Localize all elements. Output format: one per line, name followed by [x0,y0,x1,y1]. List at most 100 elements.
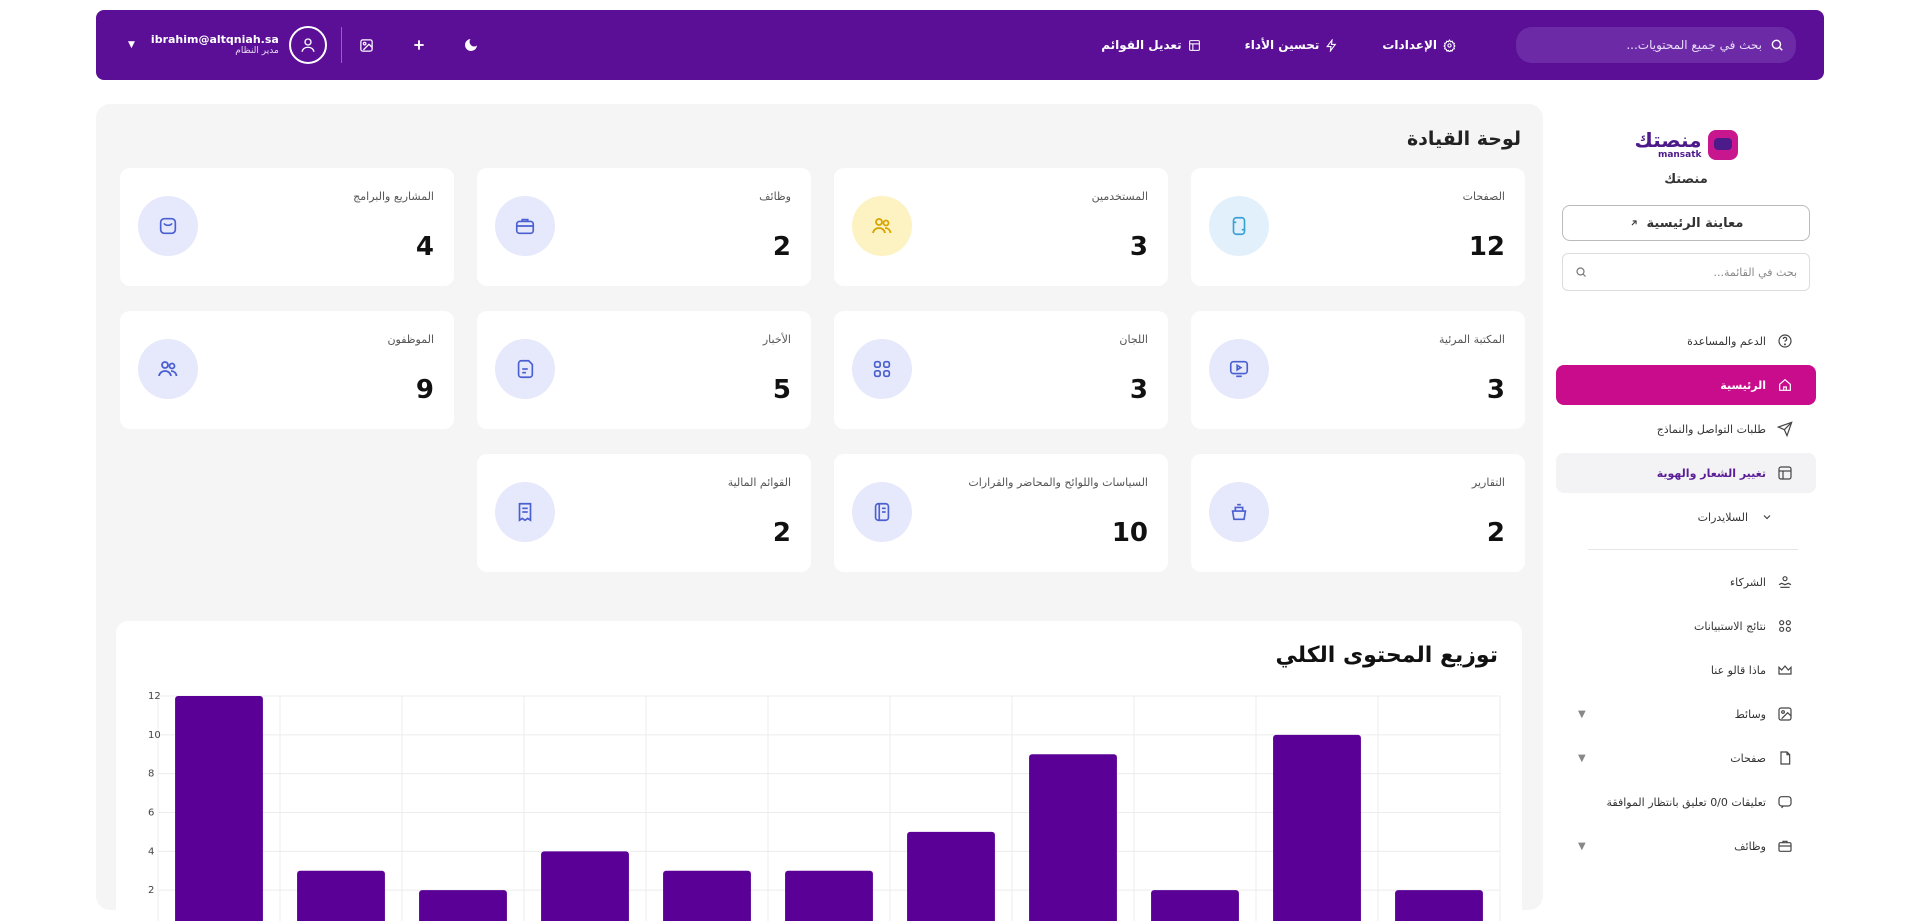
stat-value: 2 [772,232,791,262]
stat-label: السياسات واللوائح والمحاضر والقرارات [968,476,1148,489]
top-bar: بحث في جميع المحتويات... الإعدادات تحسين… [96,10,1824,80]
header-tools [356,34,482,56]
logo-text: منصتك [1634,128,1702,152]
user-icon [301,38,315,52]
y-tick-label: 8 [148,769,154,780]
chart-bar[interactable] [1395,890,1483,921]
chart-bar[interactable] [663,870,751,921]
sidebar-item-jobs[interactable]: وظائف ▼ [1556,826,1816,866]
nav-settings[interactable]: الإعدادات [1382,38,1456,52]
stat-value: 5 [772,375,791,405]
stat-card-committees[interactable]: اللجان 3 [834,311,1168,429]
stat-card-employees[interactable]: الموظفون 9 [120,311,454,429]
receipt-icon [495,482,555,542]
caret-down-icon[interactable]: ▼ [1578,752,1586,764]
handshake-icon [1776,573,1794,591]
stat-value: 9 [415,375,434,405]
home-icon [1776,376,1794,394]
stat-card-jobs[interactable]: وظائف 2 [477,168,811,286]
sidebar-item-comments[interactable]: تعليقات 0/0 تعليق بانتظار الموافقة [1556,782,1816,822]
sidebar-item-label: نتائج الاستبيانات [1693,619,1766,633]
lightning-icon [1326,38,1337,52]
chart-bar[interactable] [1273,734,1361,921]
bar-chart: 2 4 6 8 10 12 [148,691,1501,921]
chart-bar[interactable] [419,890,507,921]
sidebar-item-partners[interactable]: الشركاء [1556,562,1816,602]
sidebar-item-contact-requests[interactable]: طلبات التواصل والنماذج [1556,409,1816,449]
user-role: مدير النظام [235,46,279,57]
sidebar-item-sliders[interactable]: السلايدرات [1556,497,1816,537]
chart-bar[interactable] [907,831,995,921]
chart-bar[interactable] [1151,890,1239,921]
book-icon [852,482,912,542]
stat-label: المستخدمين [1091,190,1148,203]
sidebar-item-label: طلبات التواصل والنماذج [1656,422,1766,436]
y-tick-label: 2 [148,885,154,896]
user-menu[interactable]: ▼ ibrahim@altqniah.sa مدير النظام [128,26,327,64]
pot-icon [1209,482,1269,542]
briefcase-icon [495,196,555,256]
people-icon [138,339,198,399]
add-button[interactable] [408,34,430,56]
user-email: ibrahim@altqniah.sa [150,32,279,46]
stat-card-financial-statements[interactable]: القوائم المالية 2 [477,454,811,572]
stat-card-news[interactable]: الأخبار 5 [477,311,811,429]
sidebar-item-survey-results[interactable]: نتائج الاستبيانات [1556,606,1816,646]
stat-card-projects[interactable]: المشاريع والبرامج 4 [120,168,454,286]
sidebar-item-label: ماذا قالو عنا [1710,663,1766,677]
stat-card-users[interactable]: المستخدمين 3 [834,168,1168,286]
sidebar-menu: الدعم والمساعدة الرئيسية طلبات التواصل و… [1548,321,1824,866]
chart-bar[interactable] [297,870,385,921]
nav-performance-label: تحسين الأداء [1244,38,1320,52]
image-icon [360,38,374,52]
grid-icon [1776,617,1794,635]
stat-label: التقارير [1471,476,1505,489]
global-search[interactable]: بحث في جميع المحتويات... [1516,27,1796,63]
menu-search-input[interactable]: بحث في القائمة... [1562,253,1810,291]
stat-card-policies[interactable]: السياسات واللوائح والمحاضر والقرارات 10 [834,454,1168,572]
stat-card-reports[interactable]: التقارير 2 [1191,454,1525,572]
dark-mode-toggle[interactable] [460,34,482,56]
sidebar-item-label: الدعم والمساعدة [1687,334,1766,348]
crown-icon [1776,661,1794,679]
chart-bar[interactable] [541,851,629,921]
stat-value: 3 [1129,232,1148,262]
stat-value: 4 [415,232,434,262]
search-icon [1771,39,1783,51]
sidebar-item-label: وظائف [1734,839,1766,853]
sidebar-item-branding[interactable]: تغيير الشعار والهوية [1556,453,1816,493]
chart-bar[interactable] [785,870,873,921]
apps-icon [852,339,912,399]
users-icon [852,196,912,256]
y-tick-label: 10 [148,730,161,741]
logo[interactable]: منصتك mansatk [1548,130,1824,160]
preview-home-button[interactable]: معاينة الرئيسية [1562,205,1810,241]
media-button[interactable] [356,34,378,56]
nav-performance[interactable]: تحسين الأداء [1245,38,1339,52]
y-tick-label: 6 [148,808,154,819]
stat-value: 12 [1468,232,1505,262]
plus-icon [414,40,424,50]
caret-down-icon[interactable]: ▼ [1578,840,1586,852]
sidebar-item-pages[interactable]: صفحات ▼ [1556,738,1816,778]
stat-card-video-library[interactable]: المكتبة المرئية 3 [1191,311,1525,429]
sidebar-item-testimonials[interactable]: ماذا قالو عنا [1556,650,1816,690]
chart-bar[interactable] [1029,754,1117,921]
monitor-play-icon [1209,339,1269,399]
stat-value: 10 [1111,518,1148,548]
search-icon [1576,267,1586,277]
sidebar-divider [1588,549,1798,550]
sidebar-item-home[interactable]: الرئيسية [1556,365,1816,405]
sidebar-item-media[interactable]: وسائط ▼ [1556,694,1816,734]
stat-value: 3 [1486,375,1505,405]
sidebar-item-support[interactable]: الدعم والمساعدة [1556,321,1816,361]
chart-bar[interactable] [175,696,263,921]
logo-mark-icon [1707,130,1738,160]
stat-card-pages[interactable]: الصفحات 12 [1191,168,1525,286]
sidebar-item-label: السلايدرات [1697,510,1748,524]
nav-edit-menus[interactable]: تعديل القوائم [1101,38,1200,52]
caret-down-icon[interactable]: ▼ [1578,708,1586,720]
stat-value: 2 [772,518,791,548]
layout-icon [1776,464,1794,482]
caret-down-icon: ▼ [128,40,135,50]
